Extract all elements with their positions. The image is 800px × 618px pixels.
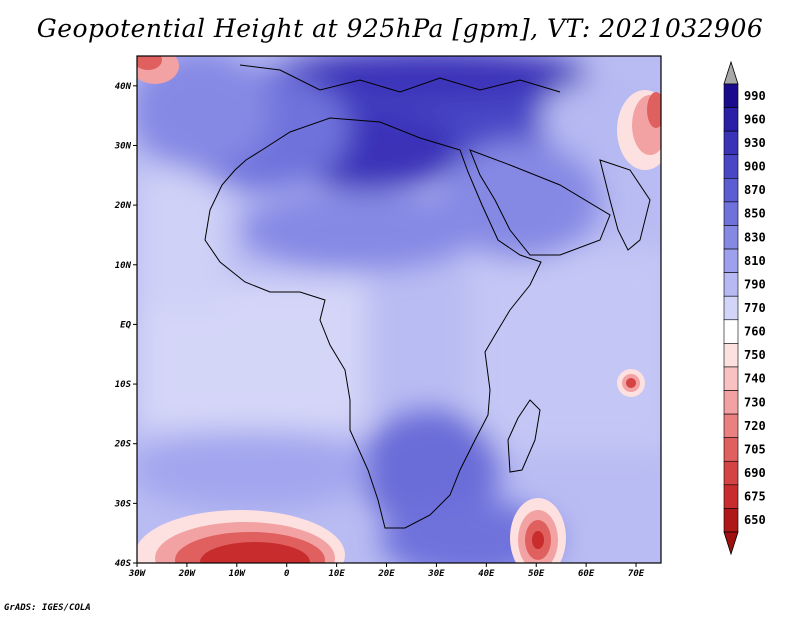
colorbar-swatch [723,130,739,156]
lat-label: 30S [114,499,132,509]
colorbar-swatch [723,508,739,533]
colorbar-swatch [723,272,739,297]
colorbar-swatch [723,319,739,344]
grads-credit: GrADS: IGES/COLA [4,603,91,613]
lat-label: EQ [120,320,131,330]
colorbar-level-label: 870 [744,183,766,197]
colorbar-swatch [723,295,739,321]
colorbar-swatch [723,83,739,108]
lat-label: 20S [114,440,132,450]
colorbar-level-label: 650 [744,513,766,527]
colorbar-swatch [723,437,739,462]
colorbar-level-label: 790 [744,277,766,291]
lon-label: 20W [178,569,197,579]
africa-coastline [204,117,542,529]
colorbar-swatch [723,413,739,438]
colorbar-level-label: 705 [744,442,766,456]
axis-ticks [133,85,637,567]
colorbar-level-label: 750 [744,348,766,362]
map-frame [136,55,662,564]
colorbar: 990 960 930 900 870 850 830 810 790 770 760 750 740 7… [723,60,766,556]
madagascar-coastline [507,399,541,473]
colorbar-level-label: 730 [744,395,766,409]
lon-label: 70E [628,569,645,579]
colorbar-swatch [723,248,739,273]
colorbar-level-label: 850 [744,207,766,221]
colorbar-swatch [723,178,739,203]
colorbar-level-label: 675 [744,490,766,504]
map-plot-area [137,56,661,563]
lon-label: 30W [128,569,147,579]
lon-label: 10E [328,569,345,579]
lon-label: 20E [377,569,395,579]
colorbar-level-label: 960 [744,112,766,126]
colorbar-level-label: 720 [744,419,766,433]
colorbar-level-label: 760 [744,325,766,339]
lon-label: 10W [229,569,247,579]
lon-label: 60E [578,569,595,579]
colorbar-swatch [723,366,739,391]
colorbar-swatch [723,390,739,415]
colorbar-level-label: 830 [744,230,766,244]
colorbar-swatch [723,201,739,226]
lat-label: 20N [114,201,132,211]
colorbar-swatch [723,107,739,132]
colorbar-level-label: 690 [744,466,766,480]
lon-label: 40E [478,569,495,579]
india-coastline [599,159,651,251]
colorbar-swatch [723,154,739,179]
map-title: Geopotential Height at 925hPa [gpm], VT:… [36,14,764,43]
low-height-regions [137,56,661,563]
colorbar-level-label: 740 [744,372,766,386]
colorbar-swatch [723,225,739,250]
coastlines [204,64,651,529]
colorbar-swatch [723,484,739,509]
lat-label: 40S [115,559,132,569]
europe-coastline [239,64,561,93]
colorbar-swatch [723,343,739,368]
lon-label: 50E [528,569,545,579]
colorbar-top-arrow [723,60,739,85]
colorbar-level-label: 900 [744,160,766,174]
height-field-shading [137,56,661,563]
colorbar-bottom-arrow [723,531,739,556]
colorbar-level-label: 930 [744,136,766,150]
longitude-axis: 30W 20W 10W 0 10E 20E 30E 40E 50E 60E 70E [128,569,645,579]
colorbar-swatch [723,460,739,486]
arabia-coastline [469,149,611,256]
lat-label: 10N [115,261,132,271]
latitude-axis: 40N 30N 20N 10N EQ 10S 20S 30S 40S [114,82,132,569]
colorbar-level-label: 990 [744,89,766,103]
colorbar-level-label: 810 [744,254,766,268]
lat-label: 10S [115,380,132,390]
colorbar-level-label: 770 [744,301,766,315]
lat-label: 30N [114,141,132,151]
lon-label: 0 [284,569,290,579]
lat-label: 40N [115,82,132,92]
lon-label: 30E [427,569,445,579]
